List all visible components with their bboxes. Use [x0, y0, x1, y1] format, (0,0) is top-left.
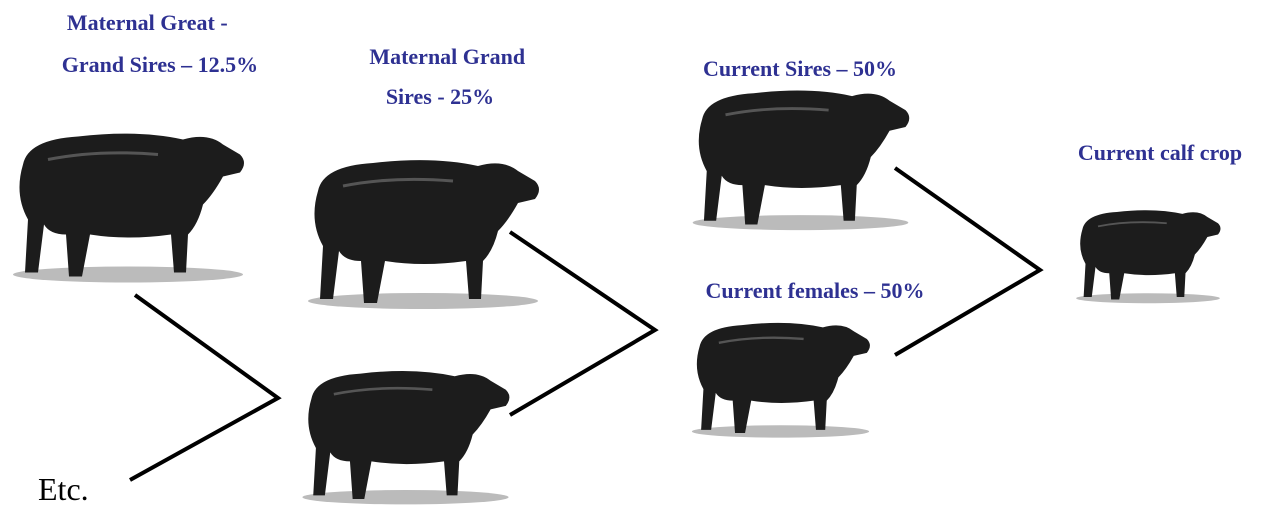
- bull-image: [13, 134, 244, 283]
- node-label: Current females – 50%: [706, 278, 925, 303]
- label-line: Current calf crop: [1078, 140, 1242, 165]
- connector: [510, 232, 655, 415]
- cow-image: [302, 371, 509, 504]
- calf-image: [1076, 210, 1220, 303]
- connector: [130, 295, 278, 480]
- node-label: Current calf crop: [1078, 140, 1242, 165]
- bull-image: [308, 160, 539, 309]
- node-label: Maternal Grand Sires - 25%: [369, 44, 530, 109]
- diagram: Maternal Great - Grand Sires – 12.5% Mat…: [0, 0, 1282, 518]
- footnote: Etc.: [38, 471, 89, 507]
- label-line: Current females – 50%: [706, 278, 925, 303]
- label-line: Grand Sires – 12.5%: [62, 52, 258, 77]
- label-line: Current Sires – 50%: [703, 56, 897, 81]
- node-label: Current Sires – 50%: [703, 56, 897, 81]
- bull-image: [693, 91, 910, 231]
- cow-image: [692, 323, 870, 438]
- label-line: Maternal Grand: [369, 44, 525, 69]
- node-label: Maternal Great - Grand Sires – 12.5%: [62, 10, 258, 77]
- connector: [895, 168, 1040, 355]
- label-line: Sires - 25%: [386, 84, 494, 109]
- label-line: Maternal Great -: [67, 10, 228, 35]
- page: {"nodes": [ {"label_lines": ["Maternal G…: [0, 0, 1282, 518]
